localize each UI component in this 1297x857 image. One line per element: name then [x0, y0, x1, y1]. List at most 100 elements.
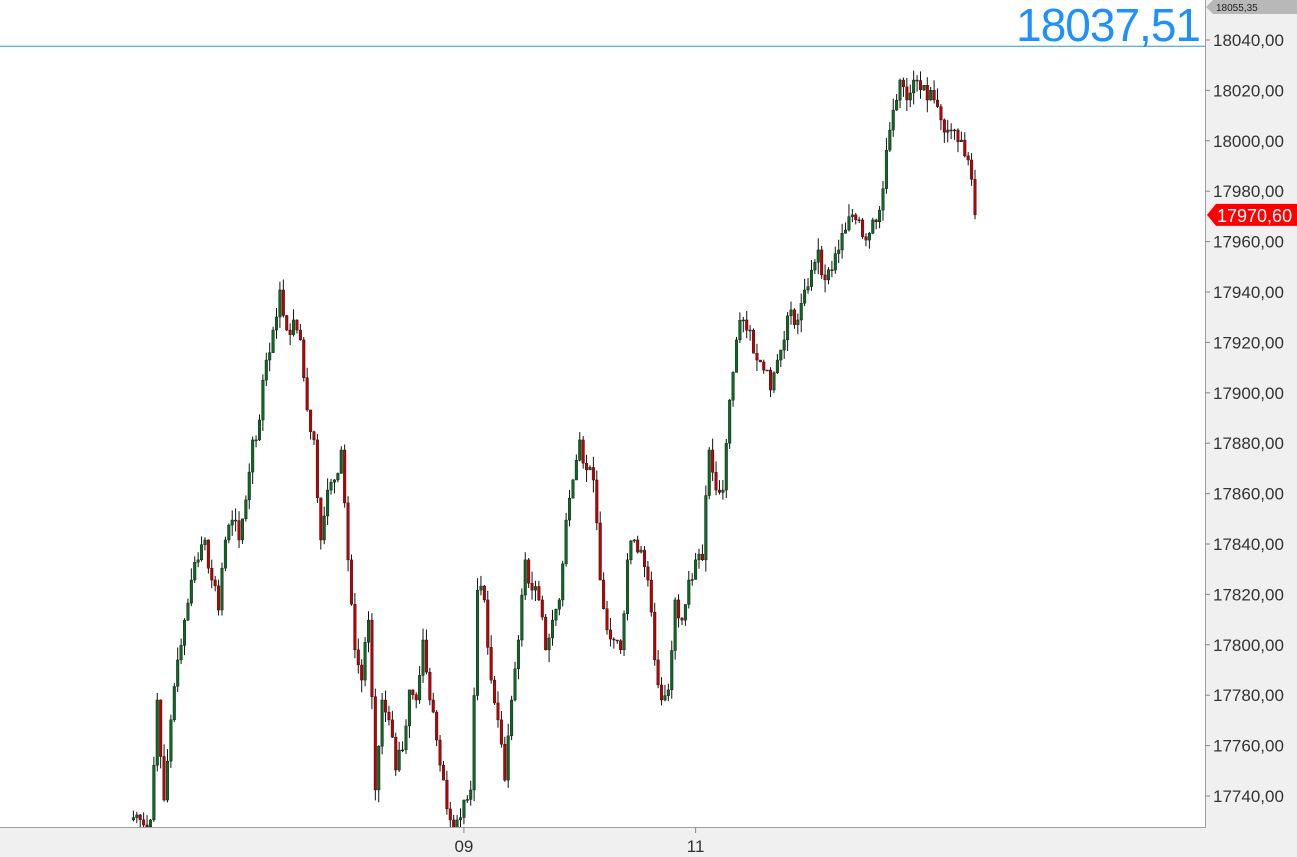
- candle-down: [857, 219, 861, 222]
- candle-up: [728, 399, 732, 444]
- candle-up: [557, 599, 561, 610]
- candle-down: [677, 599, 681, 619]
- candle-up: [721, 489, 725, 493]
- candle-up: [523, 559, 527, 596]
- candle-down: [527, 559, 531, 584]
- candle-down: [874, 219, 878, 223]
- candle-up: [779, 349, 783, 361]
- candle-down: [353, 604, 357, 651]
- candle-down: [349, 559, 353, 605]
- candle-up: [724, 443, 728, 491]
- candle-up: [871, 219, 875, 234]
- candle-down: [823, 274, 827, 281]
- crosshair-price-label: 18037,51: [1016, 0, 1201, 51]
- candle-down: [762, 361, 766, 371]
- candle-up: [407, 689, 411, 727]
- candle-down: [595, 479, 599, 524]
- candle-down: [431, 699, 435, 713]
- candle-up: [799, 303, 803, 321]
- candle-down: [642, 549, 646, 568]
- candle-down: [636, 539, 640, 553]
- y-tick-label: 17760,00: [1213, 737, 1284, 756]
- y-tick-label: 17820,00: [1213, 585, 1284, 604]
- candle-down: [312, 431, 316, 441]
- candle-down: [360, 664, 364, 681]
- candle-down: [486, 599, 490, 648]
- candle-down: [346, 502, 350, 561]
- candle-down: [581, 439, 585, 464]
- candle-up: [912, 79, 916, 94]
- candle-up: [261, 379, 265, 421]
- candle-up: [322, 515, 326, 541]
- candle-up: [401, 749, 405, 752]
- candle-down: [717, 489, 721, 493]
- candle-up: [516, 639, 520, 670]
- candle-down: [758, 359, 762, 363]
- candle-down: [343, 449, 347, 504]
- candle-down: [918, 80, 922, 91]
- candle-up: [683, 604, 687, 621]
- candle-up: [881, 188, 885, 211]
- candle-down: [305, 377, 309, 411]
- candle-down: [660, 684, 664, 701]
- candle-up: [268, 352, 272, 361]
- candle-up: [840, 233, 844, 251]
- y-tick-label: 17780,00: [1213, 686, 1284, 705]
- candle-down: [302, 339, 306, 379]
- candle-up: [786, 315, 790, 341]
- candle-up: [131, 817, 135, 821]
- candle-up: [707, 449, 711, 496]
- candle-up: [632, 539, 636, 542]
- candle-down: [387, 711, 391, 721]
- y-tick-label: 17920,00: [1213, 333, 1284, 352]
- chart-plot-area[interactable]: [0, 0, 1206, 828]
- candle-up: [847, 216, 851, 231]
- candle-up: [506, 735, 510, 781]
- candle-up: [837, 249, 841, 254]
- candle-up: [813, 262, 817, 271]
- candle-down: [438, 739, 442, 766]
- candle-down: [315, 439, 319, 499]
- candle-up: [155, 699, 159, 766]
- candle-up: [172, 686, 176, 721]
- candle-up: [339, 449, 343, 474]
- candle-up: [193, 562, 197, 581]
- candle-up: [533, 586, 537, 591]
- candle-up: [670, 650, 674, 691]
- candle-up: [227, 524, 231, 541]
- candle-down: [656, 659, 660, 686]
- candle-up: [898, 79, 902, 101]
- candle-down: [612, 638, 616, 641]
- candle-down: [973, 179, 977, 216]
- candle-down: [915, 79, 919, 82]
- candle-up: [816, 249, 820, 263]
- candle-up: [806, 286, 810, 291]
- candle-down: [394, 737, 398, 771]
- candle-down: [649, 579, 653, 613]
- candle-down: [963, 139, 967, 157]
- candle-up: [748, 329, 752, 332]
- candle-up: [826, 269, 830, 281]
- candle-up: [275, 316, 279, 331]
- candle-down: [285, 315, 289, 331]
- candle-down: [370, 619, 374, 697]
- candle-up: [223, 539, 227, 569]
- candle-up: [908, 92, 912, 101]
- candle-up: [179, 645, 183, 661]
- last-price-tag: [1207, 203, 1297, 226]
- candle-down: [646, 566, 650, 581]
- candle-up: [895, 99, 899, 111]
- candle-up: [741, 319, 745, 322]
- candle-up: [568, 498, 572, 521]
- candle-up: [959, 139, 963, 143]
- candle-up: [697, 553, 701, 561]
- candle-up: [254, 439, 258, 442]
- candle-up: [363, 642, 367, 681]
- candle-up: [404, 725, 408, 751]
- candle-up: [639, 549, 643, 553]
- candle-up: [380, 699, 384, 747]
- candle-up: [772, 372, 776, 391]
- y-tick-label: 17960,00: [1213, 233, 1284, 252]
- candle-up: [520, 594, 524, 641]
- candle-up: [588, 467, 592, 471]
